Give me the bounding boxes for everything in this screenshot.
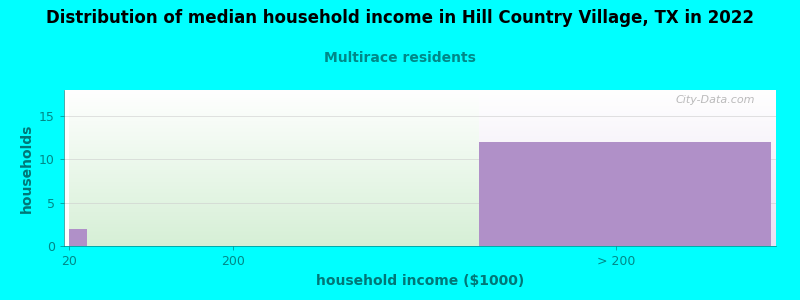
Text: Distribution of median household income in Hill Country Village, TX in 2022: Distribution of median household income … [46,9,754,27]
Y-axis label: households: households [19,123,34,213]
Text: Multirace residents: Multirace residents [324,51,476,65]
Bar [69,229,87,246]
X-axis label: household income ($1000): household income ($1000) [316,274,524,288]
Bar [479,142,771,246]
Text: City-Data.com: City-Data.com [675,95,754,105]
